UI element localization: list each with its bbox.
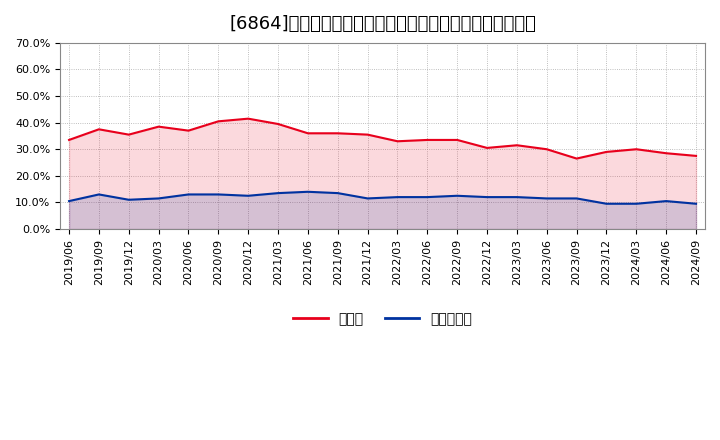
Legend: 現預金, 有利子負債: 現預金, 有利子負債 <box>287 307 478 332</box>
Title: [6864]　現預金、有利子負債の総資産に対する比率の推移: [6864] 現預金、有利子負債の総資産に対する比率の推移 <box>229 15 536 33</box>
